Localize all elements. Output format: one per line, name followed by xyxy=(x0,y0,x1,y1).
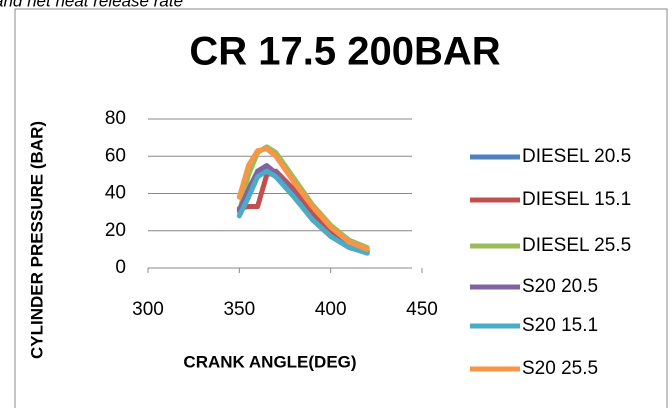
y-tick-label: 60 xyxy=(105,145,126,166)
caption: and net heat release rate xyxy=(0,0,183,10)
legend-label: DIESEL 15.1 xyxy=(522,189,631,210)
y-tick-label: 40 xyxy=(105,183,126,204)
legend-label: S20 20.5 xyxy=(522,276,598,297)
y-tick-label: 20 xyxy=(105,220,126,241)
series-line xyxy=(236,168,370,256)
x-tick-label: 400 xyxy=(315,299,347,320)
x-tick-label: 300 xyxy=(132,299,164,320)
x-axis-label: CRANK ANGLE(DEG) xyxy=(183,352,356,371)
legend-label: S20 15.1 xyxy=(522,315,598,336)
chart-frame xyxy=(14,8,668,408)
y-axis-label: CYLINDER PRESSURE (BAR) xyxy=(27,121,46,359)
series-line xyxy=(236,146,370,252)
x-tick-label: 450 xyxy=(406,299,438,320)
legend-label: DIESEL 20.5 xyxy=(522,146,631,167)
x-tick-label: 350 xyxy=(223,299,255,320)
legend-label: S20 25.5 xyxy=(522,358,598,379)
chart-title: CR 17.5 200BAR xyxy=(189,30,500,74)
legend-label: DIESEL 25.5 xyxy=(522,235,631,256)
y-tick-label: 80 xyxy=(105,108,126,129)
y-tick-label: 0 xyxy=(115,257,126,278)
